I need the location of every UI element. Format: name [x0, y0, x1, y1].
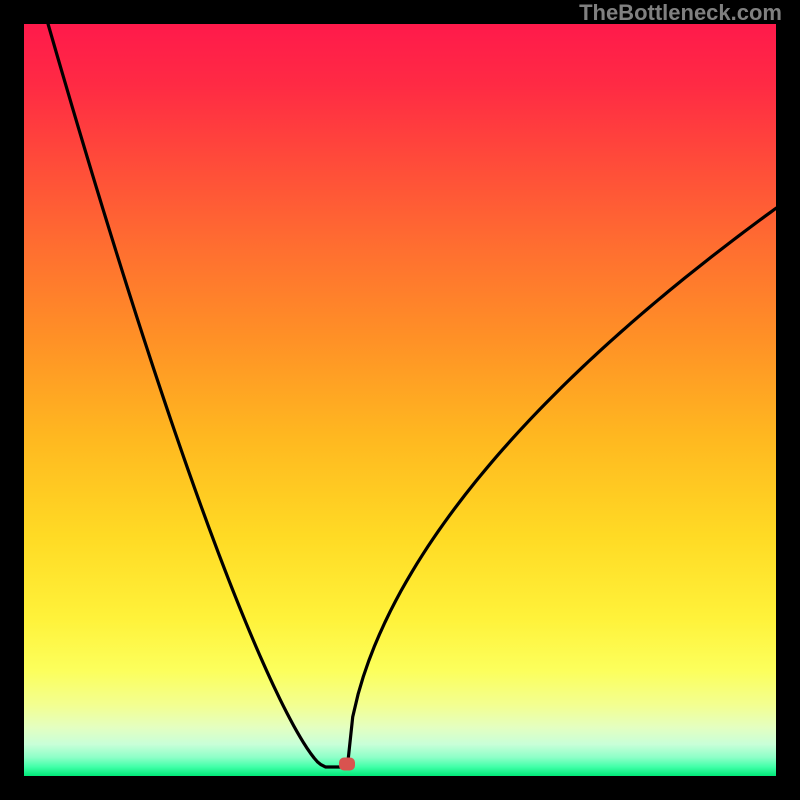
bottleneck-curve [48, 24, 776, 767]
watermark: TheBottleneck.com [579, 0, 782, 26]
curve-svg [0, 0, 800, 800]
optimum-marker [339, 757, 355, 770]
